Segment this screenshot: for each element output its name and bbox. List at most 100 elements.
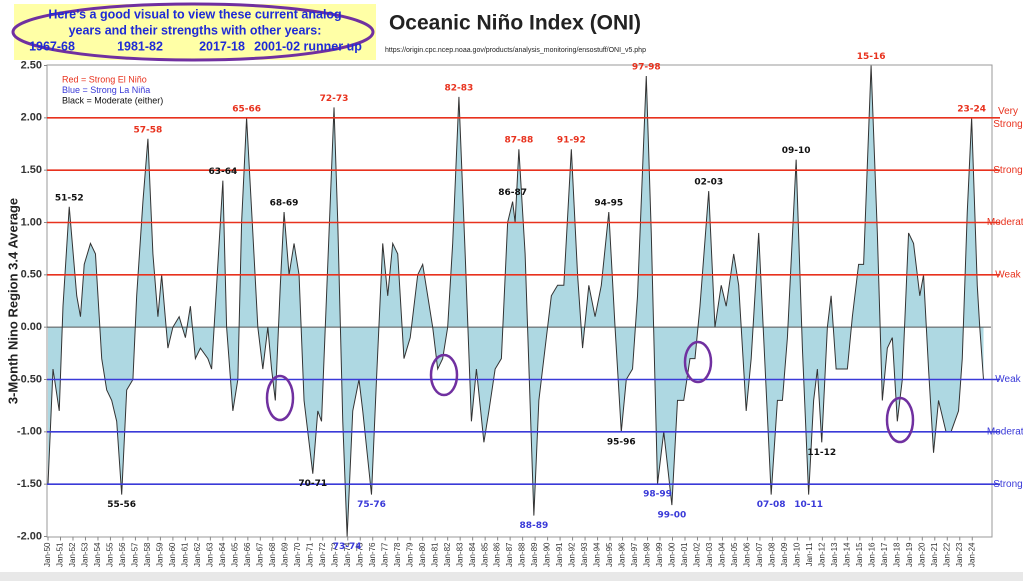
x-tick-label: Jan-86	[493, 542, 502, 567]
x-tick-label: Jan-64	[218, 542, 227, 567]
x-tick-label: Jan-02	[693, 542, 702, 567]
x-tick-label: Jan-80	[418, 542, 427, 567]
y-tick-label: 2.50	[21, 59, 42, 71]
event-label: 65-66	[232, 104, 261, 114]
x-tick-label: Jan-15	[855, 542, 864, 567]
threshold-label: Strong	[993, 119, 1022, 130]
x-tick-label: Jan-91	[555, 542, 564, 567]
x-tick-label: Jan-82	[443, 542, 452, 567]
x-tick-label: Jan-73	[330, 542, 339, 567]
x-tick-label: Jan-03	[705, 542, 714, 567]
x-tick-label: Jan-94	[593, 542, 602, 567]
threshold-label: Moderate	[987, 217, 1023, 228]
x-tick-label: Jan-89	[530, 542, 539, 567]
x-tick-label: Jan-85	[480, 542, 489, 567]
x-tick-label: Jan-69	[280, 542, 289, 567]
y-tick-label: 1.00	[21, 216, 42, 228]
event-label: 75-76	[357, 500, 386, 510]
x-tick-label: Jan-58	[143, 542, 152, 567]
x-tick-label: Jan-11	[805, 542, 814, 566]
event-label: 07-08	[757, 500, 786, 510]
event-label: 11-12	[807, 448, 836, 458]
event-label: 63-64	[208, 167, 237, 177]
x-tick-label: Jan-00	[668, 542, 677, 567]
event-label: 68-69	[270, 199, 299, 209]
threshold-label: Moderate	[987, 426, 1023, 437]
x-tick-label: Jan-16	[867, 542, 876, 567]
callout-year: 2001-02 runner up	[254, 39, 362, 53]
x-tick-label: Jan-90	[543, 542, 552, 567]
y-tick-label: 1.50	[21, 164, 42, 176]
x-tick-label: Jan-05	[730, 542, 739, 567]
x-tick-label: Jan-83	[455, 542, 464, 567]
x-tick-label: Jan-63	[205, 542, 214, 567]
callout-line: years and their strengths with other yea…	[69, 23, 322, 37]
x-tick-label: Jan-87	[505, 542, 514, 567]
y-tick-label: -1.50	[17, 478, 42, 490]
x-tick-label: Jan-52	[68, 542, 77, 567]
event-label: 09-10	[782, 146, 811, 156]
event-label: 91-92	[557, 136, 586, 146]
event-label: 15-16	[857, 52, 886, 62]
x-tick-label: Jan-72	[318, 542, 327, 567]
x-tick-label: Jan-01	[680, 542, 689, 567]
event-label: 95-96	[607, 437, 636, 447]
threshold-label: Very	[998, 106, 1018, 117]
event-label: 86-87	[498, 188, 527, 198]
source: https://origin.cpc.ncep.noaa.gov/product…	[385, 47, 646, 54]
x-tick-label: Jan-17	[880, 542, 889, 567]
event-label: 94-95	[594, 199, 623, 209]
event-label: 23-24	[957, 104, 986, 114]
callout-box	[14, 4, 376, 60]
legend-text: Blue = Strong La Niña	[62, 85, 150, 95]
x-tick-label: Jan-04	[718, 542, 727, 567]
callout-year: 2017-18	[199, 39, 245, 53]
x-tick-label: Jan-10	[793, 542, 802, 567]
x-tick-label: Jan-62	[193, 542, 202, 567]
event-label: 88-89	[519, 521, 548, 531]
x-tick-label: Jan-06	[743, 542, 752, 567]
x-tick-label: Jan-96	[618, 542, 627, 567]
x-tick-label: Jan-54	[93, 542, 102, 567]
x-tick-label: Jan-19	[905, 542, 914, 567]
x-tick-label: Jan-99	[655, 542, 664, 567]
x-tick-label: Jan-08	[768, 542, 777, 567]
x-tick-label: Jan-21	[930, 542, 939, 567]
x-tick-label: Jan-14	[842, 542, 851, 567]
x-tick-label: Jan-93	[580, 542, 589, 567]
oni-line	[47, 65, 984, 537]
threshold-label: Strong	[993, 165, 1022, 176]
x-tick-label: Jan-77	[380, 542, 389, 567]
x-tick-label: Jan-61	[180, 542, 189, 567]
threshold-label: Weak	[995, 374, 1021, 385]
event-label: 97-98	[632, 62, 661, 72]
x-tick-label: Jan-88	[518, 542, 527, 567]
y-tick-label: 0.00	[21, 321, 42, 333]
y-tick-label: 0.50	[21, 269, 42, 281]
highlight-circle	[265, 374, 295, 422]
x-tick-label: Jan-76	[368, 542, 377, 567]
x-tick-label: Jan-98	[643, 542, 652, 567]
plot-layer: 2.50 2.00 1.50 1.00 0.50 0.00 -0.50 -1.00 -1.50 -…	[17, 52, 1023, 567]
x-tick-label: Jan-71	[305, 542, 314, 567]
x-tick-label: Jan-09	[780, 542, 789, 567]
y-tick-label: -2.00	[17, 530, 42, 542]
threshold-label: Strong	[993, 479, 1022, 490]
x-tick-label: Jan-75	[355, 542, 364, 567]
highlight-circle	[429, 353, 459, 397]
event-label: 10-11	[794, 500, 823, 510]
event-label: 98-99	[643, 490, 672, 500]
x-tick-label: Jan-81	[430, 542, 439, 567]
oni-area	[48, 65, 984, 537]
event-label: 51-52	[55, 193, 84, 203]
bottom-bar	[0, 572, 1023, 581]
x-tick-label: Jan-60	[168, 542, 177, 567]
y-axis-title: 3-Month Nino Region 3.4 Average	[5, 198, 20, 404]
event-label: 87-88	[504, 136, 533, 146]
x-tick-label: Jan-53	[81, 542, 90, 567]
legend-text: Red = Strong El Niño	[62, 74, 147, 84]
legend-text: Black = Moderate (either)	[62, 95, 163, 105]
x-tick-label: Jan-79	[405, 542, 414, 567]
callout-line: Here’s a good visual to view these curre…	[48, 7, 341, 21]
